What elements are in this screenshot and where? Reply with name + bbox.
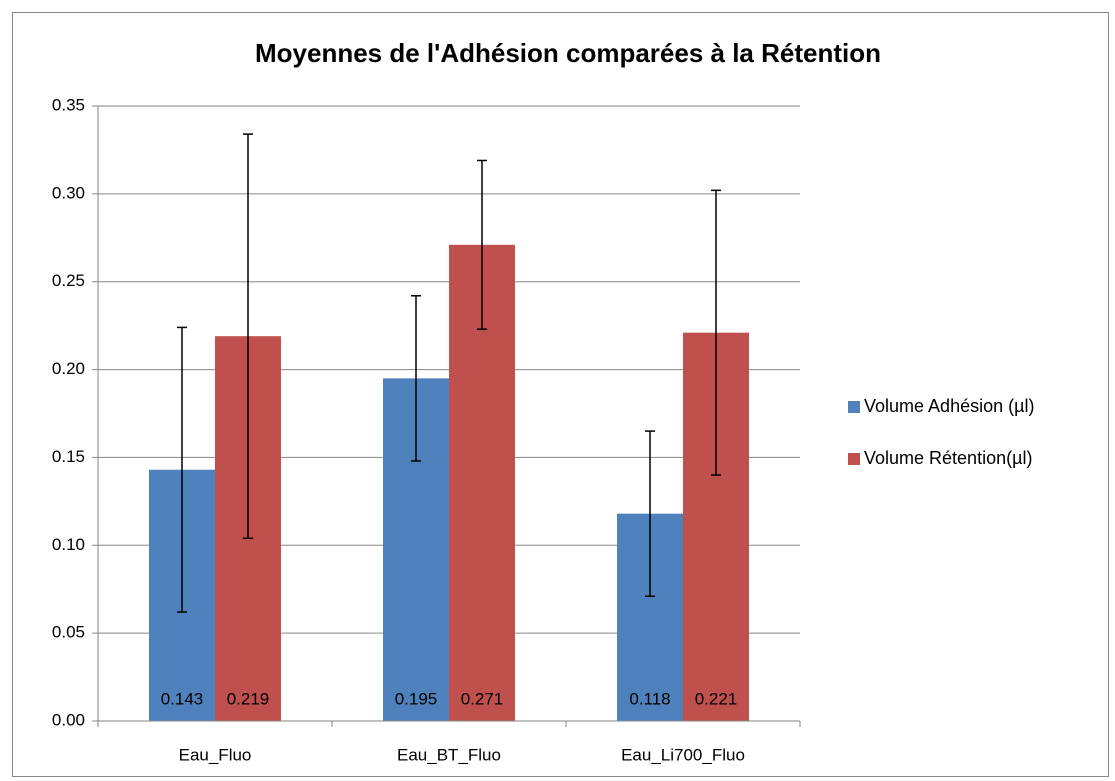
- y-tick-label: 0.05: [52, 623, 85, 642]
- y-tick-label: 0.15: [52, 447, 85, 466]
- data-label: 0.219: [227, 689, 270, 708]
- data-label: 0.118: [629, 689, 670, 708]
- data-label: 0.271: [461, 689, 504, 708]
- x-tick-label: Eau_Li700_Fluo: [621, 745, 745, 764]
- y-tick-label: 0.30: [52, 183, 85, 202]
- y-tick-label: 0.10: [52, 535, 85, 554]
- legend-swatch: [848, 453, 860, 465]
- x-tick-label: Eau_Fluo: [179, 745, 252, 764]
- y-tick-label: 0.35: [52, 95, 85, 114]
- legend-label: Volume Rétention(µl): [864, 448, 1032, 468]
- x-tick-label: Eau_BT_Fluo: [397, 745, 501, 764]
- legend-label: Volume Adhésion (µl): [864, 396, 1034, 416]
- data-label: 0.195: [395, 689, 438, 708]
- y-tick-label: 0.20: [52, 359, 85, 378]
- data-label: 0.143: [161, 689, 204, 708]
- chart-title: Moyennes de l'Adhésion comparées à la Ré…: [255, 38, 881, 68]
- data-label: 0.221: [695, 689, 738, 708]
- legend-swatch: [848, 401, 860, 413]
- y-tick-label: 0.25: [52, 271, 85, 290]
- y-tick-label: 0.00: [52, 710, 85, 729]
